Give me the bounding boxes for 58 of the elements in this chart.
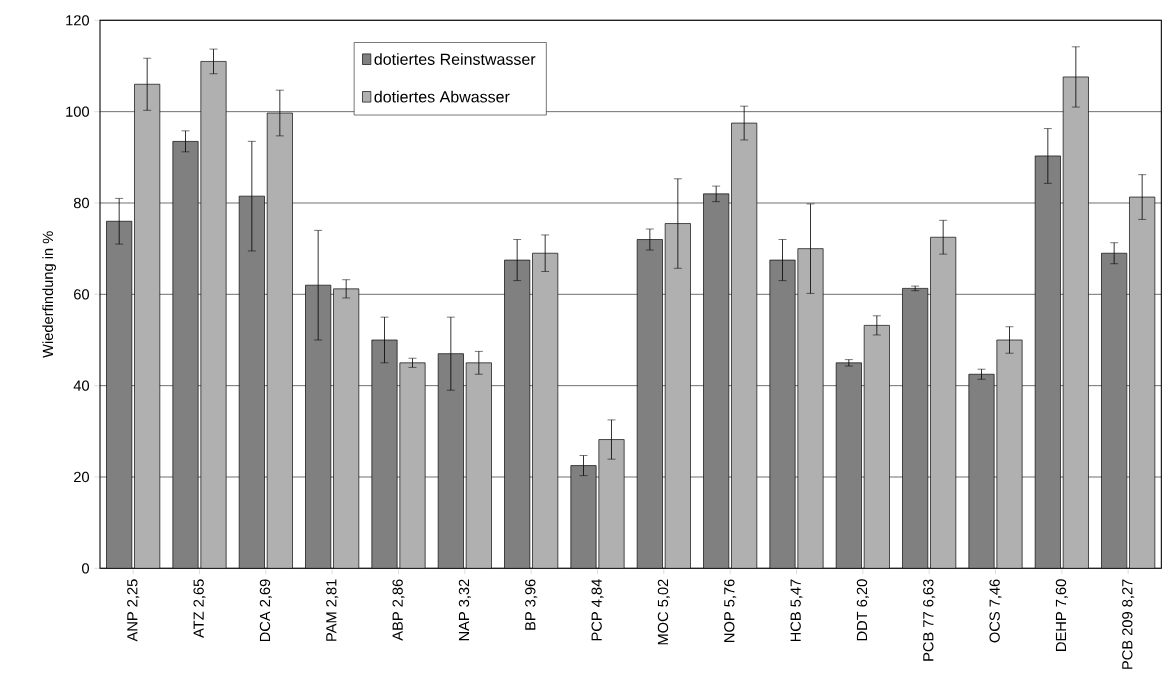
bar <box>598 439 625 569</box>
y-tick-label: 40 <box>73 380 90 391</box>
bar <box>930 237 956 569</box>
x-tick-label: HCB 5,47 <box>790 579 803 642</box>
bar <box>504 260 530 569</box>
y-tick-label: 60 <box>74 289 90 300</box>
x-tick-label: ANP 2,25 <box>127 579 140 642</box>
y-tick-label: 100 <box>66 106 90 117</box>
bar <box>239 196 265 569</box>
bar <box>305 285 331 569</box>
bar <box>438 353 464 569</box>
bar <box>1063 76 1089 569</box>
x-tick-label: PCB 77 6,63 <box>923 579 936 661</box>
x-tick-label: OCS 7,46 <box>989 579 1002 643</box>
x-tick-label: NOP 5,76 <box>724 579 737 642</box>
x-tick-label: DDT 6,20 <box>856 579 869 641</box>
bar <box>106 221 132 569</box>
x-tick-label: NAP 3,32 <box>458 579 471 641</box>
legend-label: dotiertes Abwasser <box>374 90 510 103</box>
y-tick-label: 80 <box>73 197 90 209</box>
x-tick-label: DEHP 7,60 <box>1055 579 1068 651</box>
bar <box>267 113 293 569</box>
y-tick-label: 120 <box>66 15 90 26</box>
bar <box>1101 252 1128 569</box>
bar <box>1129 196 1156 569</box>
x-tick-label: PCP 4,84 <box>591 579 604 641</box>
bar <box>172 141 199 569</box>
bar <box>532 253 558 569</box>
x-tick-label: PAM 2,81 <box>326 579 339 641</box>
bar <box>703 193 729 569</box>
bar <box>1035 155 1061 569</box>
bar <box>399 362 426 569</box>
bar <box>731 123 757 569</box>
bar <box>333 288 359 569</box>
y-axis-title: Wiederfindung in % <box>42 231 56 358</box>
bar <box>570 465 597 569</box>
y-tick-label: 20 <box>74 471 90 483</box>
bar <box>134 84 160 569</box>
x-tick-label: PCB 209 8,27 <box>1122 579 1135 669</box>
bar <box>864 325 890 569</box>
bar <box>769 260 796 569</box>
bar <box>797 248 824 569</box>
x-tick-label: MOC 5,02 <box>657 579 670 645</box>
x-tick-label: BP 3,96 <box>525 579 538 630</box>
bar <box>637 239 663 569</box>
bar <box>968 374 995 569</box>
y-tick-label: 0 <box>82 563 90 574</box>
bar <box>836 362 862 569</box>
x-tick-label: ABP 2,86 <box>392 579 405 641</box>
bar <box>371 339 398 569</box>
x-tick-label: ATZ 2,65 <box>193 579 206 638</box>
bar <box>200 61 227 569</box>
bar <box>665 223 691 569</box>
legend-label: dotiertes Reinstwasser <box>374 53 536 65</box>
x-tick-label: DCA 2,69 <box>259 579 272 642</box>
bar <box>902 288 928 569</box>
bar <box>996 339 1023 569</box>
bar <box>466 362 492 569</box>
